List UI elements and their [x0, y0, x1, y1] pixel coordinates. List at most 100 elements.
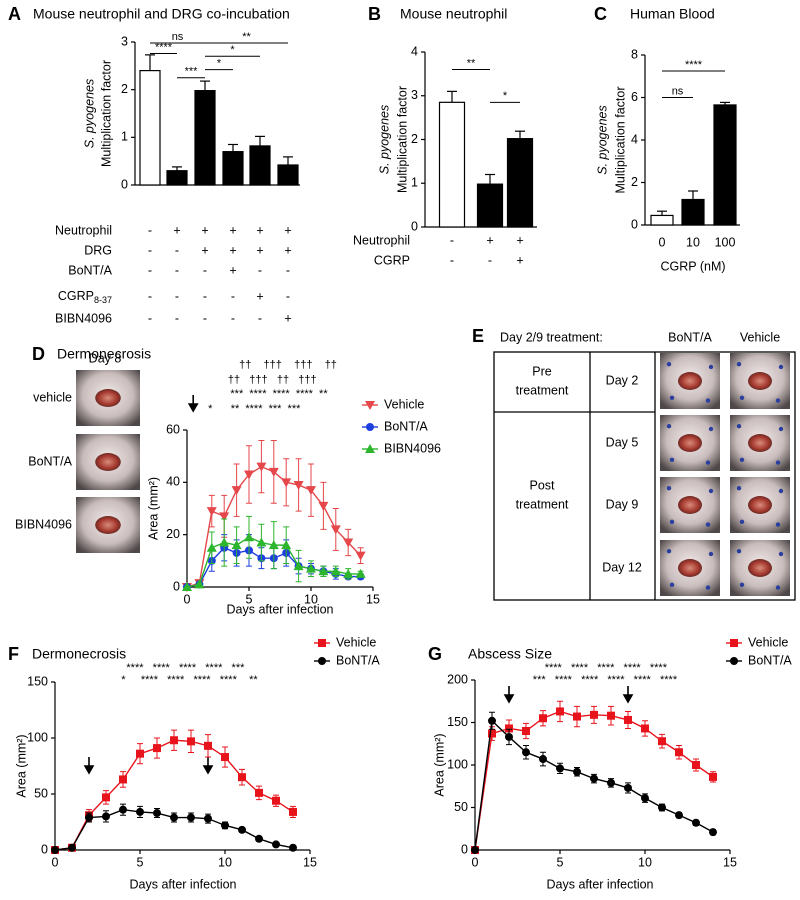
panel-title: Human Blood [630, 6, 715, 22]
photo-marking [778, 551, 784, 557]
x-tick-label: 5 [137, 855, 144, 869]
panel-letter: F [8, 644, 19, 664]
group-label: treatment [516, 497, 569, 511]
condition-sign: + [486, 233, 493, 247]
photo [76, 434, 140, 490]
data-point [182, 582, 192, 591]
x-tick-label: 0 [52, 855, 59, 869]
condition-sign: - [286, 263, 290, 277]
condition-sign: - [175, 243, 179, 257]
data-point [204, 814, 212, 823]
photo-marking [705, 522, 711, 527]
data-point [256, 462, 267, 472]
data-point [153, 744, 161, 753]
y-axis-label: Multiplication factor [99, 60, 113, 167]
group-label: treatment [516, 383, 569, 397]
data-point [590, 774, 598, 783]
photo-marking [708, 488, 714, 494]
y-tick-label: 200 [447, 672, 468, 686]
y-tick-label: 1 [121, 130, 128, 144]
photo-lesion [748, 559, 772, 577]
bar [438, 101, 466, 228]
data-point [318, 501, 329, 511]
data-point [272, 796, 280, 805]
condition-sign: - [148, 311, 152, 325]
condition-sign: - [203, 311, 207, 325]
photo-marking [775, 460, 781, 465]
condition-sign: - [175, 289, 179, 303]
data-point [488, 716, 496, 725]
significance-label: **** **** **** **** **** [545, 662, 668, 674]
legend-label: BoNT/A [748, 653, 792, 667]
photo-marking [778, 426, 784, 432]
x-axis-label: Days after infection [130, 877, 237, 891]
x-axis-label: Days after infection [227, 602, 334, 616]
photo [730, 540, 790, 596]
photo-lesion [95, 516, 121, 534]
data-point [590, 710, 598, 719]
data-point [488, 729, 496, 738]
y-axis-label: Area (mm²) [14, 734, 28, 797]
data-point [219, 537, 230, 547]
photo-lesion [95, 453, 121, 471]
condition-sign: + [256, 223, 263, 237]
photo-lesion [678, 372, 702, 390]
photo [660, 540, 720, 596]
data-point [556, 764, 564, 773]
significance-label: ** [242, 31, 251, 43]
photo-marking [739, 395, 745, 400]
x-tick-label: 10 [218, 855, 232, 869]
data-point [231, 486, 242, 496]
y-tick-label: 0 [121, 177, 128, 191]
data-point [206, 507, 217, 517]
data-point [318, 566, 329, 576]
condition-sign: + [516, 233, 523, 247]
significance-label: * [217, 58, 222, 70]
data-point [293, 480, 304, 490]
photo-marking [736, 549, 742, 554]
table-border [493, 351, 796, 601]
data-point [709, 828, 717, 837]
condition-sign: - [203, 263, 207, 277]
data-point [187, 813, 195, 822]
panel-letter: A [8, 4, 21, 24]
y-tick-label: 1 [411, 176, 418, 190]
day-label: Day 5 [606, 435, 639, 449]
condition-sign: - [258, 311, 262, 325]
y-tick-label: 0 [461, 842, 468, 856]
x-tick-label: 0 [184, 592, 191, 606]
y-tick-label: 3 [411, 88, 418, 102]
condition-label-sub: 8-37 [94, 295, 112, 305]
y-axis-label: S. pyogenes [82, 79, 96, 149]
data-point [136, 807, 144, 816]
group-label: Post [529, 478, 555, 492]
treatment-arrow [202, 757, 214, 775]
photo-marking [736, 362, 742, 367]
photo-marking [708, 364, 714, 370]
y-tick-label: 20 [166, 527, 180, 541]
x-tick-label: 0 [659, 235, 666, 249]
condition-label: CGRP [374, 253, 410, 267]
y-tick-label: 6 [631, 90, 638, 104]
photo-lesion [748, 434, 772, 452]
photo-marking [708, 551, 714, 557]
y-tick-label: 2 [411, 132, 418, 146]
y-tick-label: 0 [41, 842, 48, 856]
y-tick-label: 0 [411, 219, 418, 233]
y-tick-label: 2 [631, 175, 638, 189]
data-point [471, 846, 479, 854]
x-tick-label: 5 [557, 855, 564, 869]
y-tick-label: 8 [631, 47, 638, 61]
x-tick-label: 10 [686, 235, 700, 249]
treatment-arrow [622, 686, 634, 704]
legend-marker [318, 639, 326, 647]
condition-sign: + [284, 243, 291, 257]
data-point [624, 783, 632, 792]
data-point [219, 512, 230, 522]
condition-sign: - [231, 311, 235, 325]
table-header: Day 2/9 treatment: [500, 330, 603, 344]
data-point [289, 807, 297, 816]
legend-label: Vehicle [748, 635, 788, 649]
data-point [238, 773, 246, 782]
y-tick-label: 150 [447, 715, 468, 729]
